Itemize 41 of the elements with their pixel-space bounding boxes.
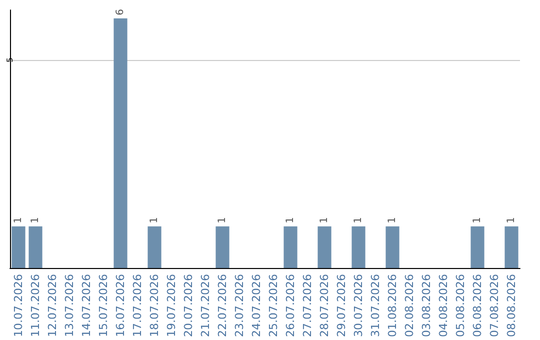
x-tick-label: 18.07.2026 — [148, 274, 161, 338]
x-tick-label: 17.07.2026 — [131, 274, 144, 338]
x-tick-label: 29.07.2026 — [335, 274, 348, 338]
x-tick-label: 13.07.2026 — [63, 274, 76, 338]
x-tick-label: 02.08.2026 — [403, 274, 416, 338]
data-label: 6 — [115, 8, 126, 16]
data-label: 1 — [149, 217, 160, 224]
data-label: 1 — [387, 217, 398, 224]
x-tick-label: 11.07.2026 — [29, 274, 42, 338]
x-tick-label: 10.07.2026 — [12, 274, 25, 338]
x-tick-label: 06.08.2026 — [471, 274, 484, 338]
x-tick-label: 05.08.2026 — [454, 274, 467, 338]
x-tick-label: 25.07.2026 — [267, 274, 280, 338]
data-label: 1 — [319, 217, 330, 224]
x-tick-label: 19.07.2026 — [165, 274, 178, 338]
x-tick-label: 12.07.2026 — [46, 274, 59, 338]
data-label: 1 — [472, 217, 483, 224]
data-label: 1 — [13, 217, 24, 224]
x-tick-label: 31.07.2026 — [369, 274, 382, 338]
data-label: 1 — [30, 217, 41, 224]
data-label: 1 — [217, 217, 228, 224]
x-tick-label: 20.07.2026 — [182, 274, 195, 338]
x-tick-label: 16.07.2026 — [114, 274, 127, 338]
x-tick-label: 28.07.2026 — [318, 274, 331, 338]
x-tick-label: 27.07.2026 — [301, 274, 314, 338]
x-tick-label: 03.08.2026 — [420, 274, 433, 338]
x-tick-label: 22.07.2026 — [216, 274, 229, 338]
x-tick-label: 15.07.2026 — [97, 274, 110, 338]
x-tick-label: 07.08.2026 — [488, 274, 501, 338]
x-tick-label: 30.07.2026 — [352, 274, 365, 338]
data-label: 1 — [506, 217, 517, 224]
x-tick-label: 21.07.2026 — [199, 274, 212, 338]
x-tick-label: 08.08.2026 — [505, 274, 518, 338]
data-label: 1 — [353, 217, 364, 224]
data-label: 1 — [285, 217, 296, 224]
x-tick-label: 01.08.2026 — [386, 274, 399, 338]
x-tick-label: 14.07.2026 — [80, 274, 93, 338]
x-tick-label: 23.07.2026 — [233, 274, 246, 338]
x-tick-label: 04.08.2026 — [437, 274, 450, 338]
x-tick-label: 26.07.2026 — [284, 274, 297, 338]
x-tick-label: 24.07.2026 — [250, 274, 263, 338]
